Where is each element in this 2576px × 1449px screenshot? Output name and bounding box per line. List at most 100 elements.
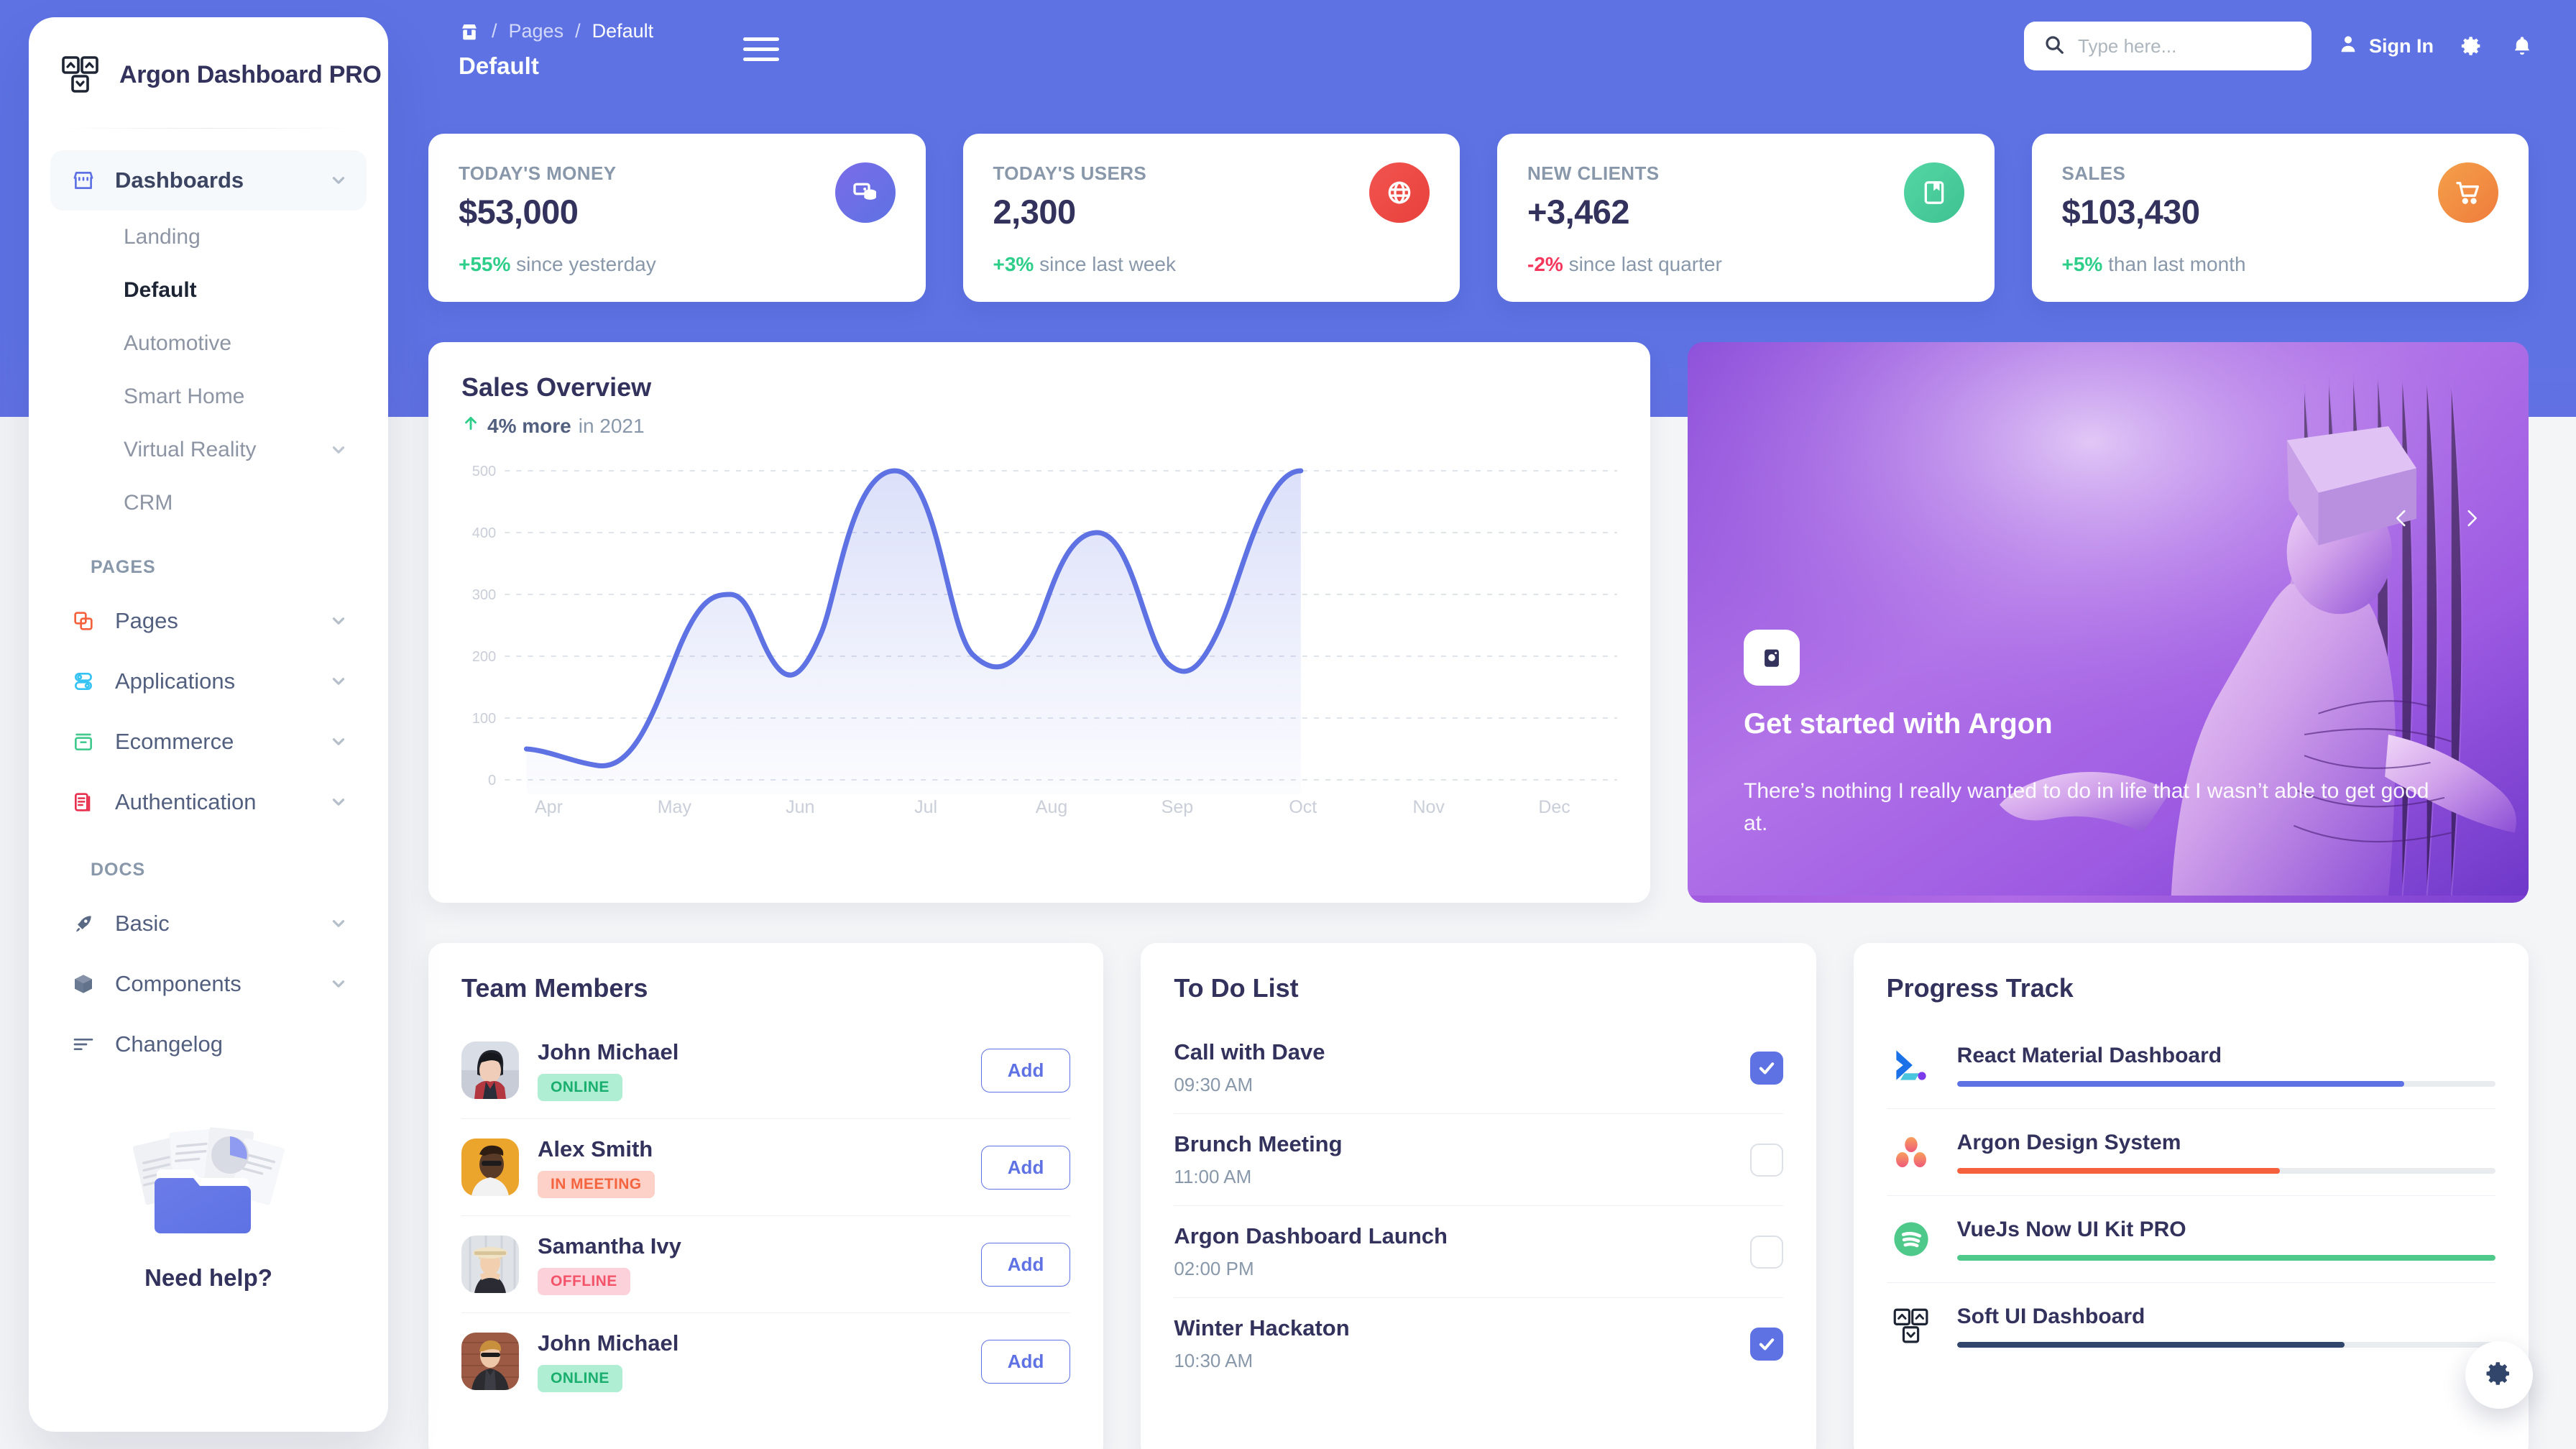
sidebar-item-components[interactable]: Components (50, 954, 367, 1014)
divider (58, 128, 359, 129)
sign-in-label: Sign In (2369, 34, 2434, 57)
search-input[interactable] (2078, 34, 2292, 58)
member-name: Samantha Ivy (538, 1233, 681, 1259)
help-title: Need help? (144, 1264, 272, 1291)
sidebar-subitem-crm[interactable]: CRM (50, 477, 367, 530)
doc-lines-icon (69, 788, 98, 816)
chevron-down-icon (329, 975, 348, 993)
sign-in-button[interactable]: Sign In (2337, 33, 2434, 60)
sidebar-item-label: Ecommerce (115, 729, 234, 754)
chevron-down-icon (329, 914, 348, 933)
search-input-wrapper[interactable] (2024, 22, 2312, 70)
sidebar-subitem-default[interactable]: Default (50, 264, 367, 317)
sidebar-item-ecommerce[interactable]: Ecommerce (50, 712, 367, 772)
camera-icon (1744, 630, 1800, 686)
sidebar-nav: Dashboards Landing Default Automotive Sm… (29, 129, 388, 1075)
help-card[interactable]: Need help? (62, 1099, 355, 1292)
sidebar-subitem-smart-home[interactable]: Smart Home (50, 370, 367, 423)
sidebar-item-label: Applications (115, 668, 236, 694)
progress-name: Argon Design System (1956, 1131, 2181, 1154)
add-button[interactable]: Add (980, 1145, 1071, 1190)
folder-docs-illustration (119, 1118, 298, 1254)
todo-name: Call with Dave (1174, 1039, 1325, 1064)
cart-icon (2438, 162, 2498, 223)
bell-icon[interactable] (2510, 34, 2534, 58)
todo-time: 02:00 PM (1174, 1258, 1254, 1279)
todo-checkbox[interactable] (1749, 1327, 1783, 1361)
svg-text:400: 400 (472, 525, 497, 541)
breadcrumb-parent[interactable]: Pages (508, 20, 564, 42)
gear-icon[interactable] (2460, 34, 2484, 58)
stat-label: NEW CLIENTS (1527, 162, 1660, 184)
svg-text:0: 0 (488, 773, 496, 788)
sidebar-section-docs: DOCS (91, 860, 146, 880)
team-members-panel: Team Members John Michael (428, 943, 1104, 1449)
hamburger-icon[interactable] (743, 37, 779, 62)
sidebar-subitem-label: CRM (124, 491, 173, 515)
shop-home-icon[interactable] (459, 21, 480, 42)
sidebar-subitem-automotive[interactable]: Automotive (50, 317, 367, 370)
stat-delta-text: since last quarter (1563, 253, 1722, 275)
list-item: VueJs Now UI Kit PRO (1886, 1196, 2496, 1283)
chevron-down-icon (329, 441, 348, 459)
add-button[interactable]: Add (980, 1048, 1071, 1092)
sidebar-item-pages[interactable]: Pages (50, 591, 367, 651)
breadcrumb-separator: / (575, 20, 581, 42)
chevron-down-icon (329, 612, 348, 630)
cube-icon (69, 970, 98, 998)
panel-title: Team Members (461, 973, 648, 1003)
carousel-prev-button[interactable] (2389, 502, 2414, 535)
list-item: Argon Design System (1886, 1109, 2496, 1196)
status-badge: ONLINE (538, 1365, 622, 1392)
add-button[interactable]: Add (980, 1242, 1071, 1287)
member-name: John Michael (538, 1330, 679, 1356)
stat-delta: +55% since yesterday (459, 253, 835, 276)
todo-checkbox[interactable] (1749, 1051, 1783, 1085)
promo-title: Get started with Argon (1744, 708, 2053, 740)
chevron-down-icon (329, 732, 348, 751)
todo-checkbox[interactable] (1749, 1143, 1783, 1177)
list-item: React Material Dashboard (1886, 1022, 2496, 1109)
carousel-next-button[interactable] (2460, 502, 2484, 535)
todo-checkbox[interactable] (1749, 1235, 1783, 1269)
stat-value: $53,000 (459, 193, 579, 231)
sidebar-item-applications[interactable]: Applications (50, 651, 367, 712)
add-button[interactable]: Add (980, 1339, 1071, 1384)
status-badge: OFFLINE (538, 1268, 630, 1295)
progress-name: VueJs Now UI Kit PRO (1956, 1218, 2186, 1241)
stat-delta-pct: +55% (459, 253, 511, 275)
panel-title: To Do List (1174, 973, 1299, 1003)
sidebar-item-dashboards[interactable]: Dashboards (50, 150, 367, 211)
svg-text:300: 300 (472, 587, 497, 603)
chevron-down-icon (329, 171, 348, 190)
box-icon (69, 727, 98, 756)
avatar (461, 1333, 519, 1390)
sidebar-subitem-label: Smart Home (124, 385, 245, 408)
soft-ui-icon (1887, 1302, 1936, 1351)
chart-subtitle: 4% more in 2021 (461, 414, 1617, 438)
table-row: John Michael ONLINE Add (461, 1313, 1071, 1409)
x-tick: Jul (914, 797, 938, 817)
stat-card-sales: SALES $103,430 +5% than last month (2031, 134, 2529, 302)
stat-delta-text: than last month (2102, 253, 2246, 275)
settings-fab-button[interactable] (2465, 1341, 2533, 1409)
todo-name: Brunch Meeting (1174, 1131, 1343, 1156)
status-badge: ONLINE (538, 1074, 622, 1101)
avatar (461, 1041, 519, 1099)
stat-card-todays-money: TODAY'S MONEY $53,000 +55% since yesterd… (428, 134, 926, 302)
stat-delta-pct: +5% (2061, 253, 2103, 275)
stat-delta-text: since yesterday (510, 253, 656, 275)
stat-value: +3,462 (1527, 193, 1630, 231)
gear-icon (2484, 1358, 2514, 1392)
progress-name: Soft UI Dashboard (1956, 1305, 2145, 1328)
sidebar-item-label: Changelog (115, 1031, 223, 1057)
mid-row: Sales Overview 4% more in 2021 (428, 342, 2529, 903)
sidebar-subitem-label: Landing (124, 225, 201, 249)
sidebar-subitem-landing[interactable]: Landing (50, 211, 367, 264)
sidebar-subitem-virtual-reality[interactable]: Virtual Reality (50, 423, 367, 477)
sidebar-item-authentication[interactable]: Authentication (50, 772, 367, 832)
sidebar-item-changelog[interactable]: Changelog (50, 1014, 367, 1075)
brand[interactable]: Argon Dashboard PRO (29, 17, 388, 128)
table-row: Samantha Ivy OFFLINE Add (461, 1216, 1071, 1313)
sidebar-item-basic[interactable]: Basic (50, 893, 367, 954)
